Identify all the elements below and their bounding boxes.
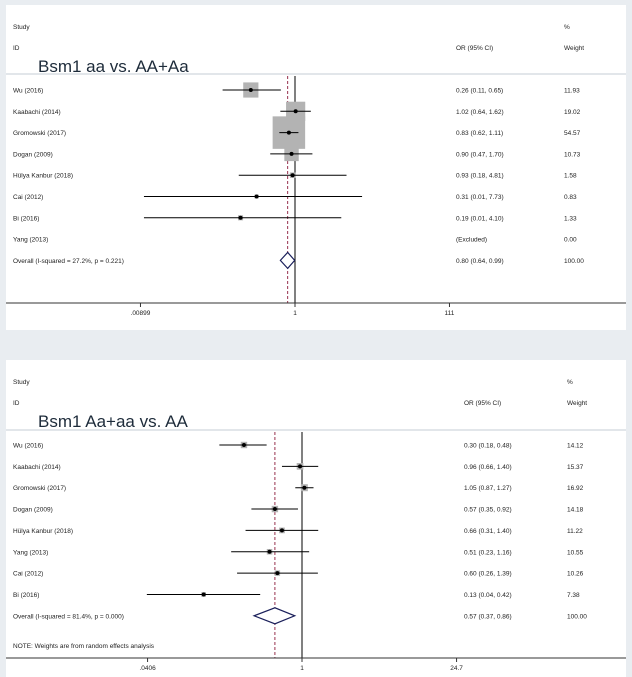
study-ci-text: 0.96 (0.66, 1.40) [464, 464, 512, 471]
study-point [241, 443, 246, 447]
study-point [275, 571, 280, 576]
study-weight: 1.58 [564, 173, 577, 180]
overall-diamond [279, 251, 296, 270]
study-label: Dogan (2009) [13, 507, 53, 514]
study-weight: 0.83 [564, 194, 577, 201]
study-ci-text: 0.90 (0.47, 1.70) [456, 151, 504, 158]
x-tick-label: .00899 [131, 310, 151, 317]
study-ci-text: 0.66 (0.31, 1.40) [464, 528, 512, 535]
study-point [267, 549, 272, 554]
overall-label: Overall (I-squared = 27.2%, p = 0.221) [13, 258, 124, 265]
panel-background [6, 5, 626, 330]
study-weight: 1.33 [564, 215, 577, 222]
study-point [272, 507, 277, 512]
x-tick-label: 24.7 [450, 665, 463, 672]
study-label: Wu (2016) [13, 88, 43, 95]
chart-title: Bsm1 aa vs. AA+Aa [38, 57, 189, 76]
forest-panel-2: Study ID OR (95% CI)% Weight Bsm1 Aa+aa vs. … [6, 360, 626, 677]
study-label: Hülya Kanbur (2018) [13, 528, 73, 535]
study-point [293, 109, 298, 114]
study-ci-text: 0.13 (0.04, 0.42) [464, 592, 512, 599]
panel-background [6, 360, 626, 677]
study-point [302, 485, 307, 490]
study-ci-text: 0.31 (0.01, 7.73) [456, 194, 504, 201]
footnote: NOTE: Weights are from random effects an… [13, 643, 155, 650]
x-tick-label: 111 [445, 310, 455, 317]
header-id: ID [13, 45, 20, 52]
study-label: Kaabachi (2014) [13, 109, 61, 116]
study-ci-text: (Excluded) [456, 237, 487, 244]
header-percent: % [564, 24, 570, 31]
study-label: Wu (2016) [13, 443, 43, 450]
study-point [238, 215, 243, 220]
header-effect: OR (95% CI) [456, 45, 493, 52]
study-label: Yang (2013) [13, 549, 48, 556]
header-study: Study [13, 24, 30, 31]
study-point [201, 592, 206, 597]
study-label: Gromowski (2017) [13, 130, 66, 137]
overall-diamond [252, 607, 297, 625]
study-ci-text: 0.83 (0.62, 1.11) [456, 130, 503, 137]
study-point [289, 151, 294, 156]
study-point [298, 464, 303, 469]
study-ci-text: 0.60 (0.26, 1.39) [464, 571, 512, 578]
study-label: Dogan (2009) [13, 151, 53, 158]
chart-title: Bsm1 Aa+aa vs. AA [38, 412, 188, 431]
study-weight: 0.00 [564, 237, 577, 244]
overall-ci-text: 0.57 (0.37, 0.86) [464, 613, 512, 620]
study-label: Cai (2012) [13, 571, 43, 578]
study-ci-text: 0.57 (0.35, 0.92) [464, 507, 512, 514]
study-weight: 19.02 [564, 109, 581, 116]
study-weight: 14.18 [567, 507, 584, 514]
study-ci-text: 0.51 (0.23, 1.16) [464, 549, 512, 556]
study-weight: 11.93 [564, 88, 580, 95]
overall-weight: 100.00 [567, 613, 587, 620]
x-tick-label: .0406 [139, 665, 156, 672]
study-ci-text: 0.19 (0.01, 4.10) [456, 215, 504, 222]
study-point [248, 88, 253, 92]
study-ci-text: 1.05 (0.87, 1.27) [464, 485, 512, 492]
study-weight: 10.55 [567, 549, 584, 556]
study-point [279, 528, 284, 533]
study-weight: 16.92 [567, 485, 584, 492]
study-weight: 7.38 [567, 592, 580, 599]
study-weight: 10.73 [564, 151, 581, 158]
header-weight: Weight [564, 45, 584, 52]
study-label: Gromowski (2017) [13, 485, 66, 492]
study-label: Bi (2016) [13, 215, 39, 222]
study-label: Hülya Kanbur (2018) [13, 173, 73, 180]
x-tick-label: 1 [300, 665, 304, 672]
study-point [290, 173, 295, 178]
forest-panel-1: Study ID OR (95% CI)% Weight Bsm1 aa vs. AA+… [6, 5, 626, 330]
header-id: ID [13, 400, 20, 407]
study-weight: 11.22 [567, 528, 583, 535]
study-weight: 15.37 [567, 464, 584, 471]
study-weight: 14.12 [567, 443, 584, 450]
header-weight: Weight [567, 400, 587, 407]
study-label: Yang (2013) [13, 237, 48, 244]
study-ci-text: 0.30 (0.18, 0.48) [464, 443, 512, 450]
header-percent: % [567, 379, 573, 386]
header-effect: OR (95% CI) [464, 400, 501, 407]
study-label: Cai (2012) [13, 194, 43, 201]
x-tick-label: 1 [293, 310, 297, 317]
study-point [286, 130, 291, 135]
header-study: Study [13, 379, 30, 386]
study-ci-text: 0.26 (0.11, 0.65) [456, 88, 503, 95]
study-point [254, 194, 259, 199]
overall-label: Overall (I-squared = 81.4%, p = 0.000) [13, 613, 124, 620]
study-label: Kaabachi (2014) [13, 464, 61, 471]
overall-weight: 100.00 [564, 258, 584, 265]
overall-ci-text: 0.80 (0.64, 0.99) [456, 258, 504, 265]
study-ci-text: 1.02 (0.64, 1.62) [456, 109, 504, 116]
study-weight: 10.26 [567, 571, 584, 578]
study-ci-text: 0.93 (0.18, 4.81) [456, 173, 504, 180]
study-weight: 54.57 [564, 130, 581, 137]
study-label: Bi (2016) [13, 592, 39, 599]
